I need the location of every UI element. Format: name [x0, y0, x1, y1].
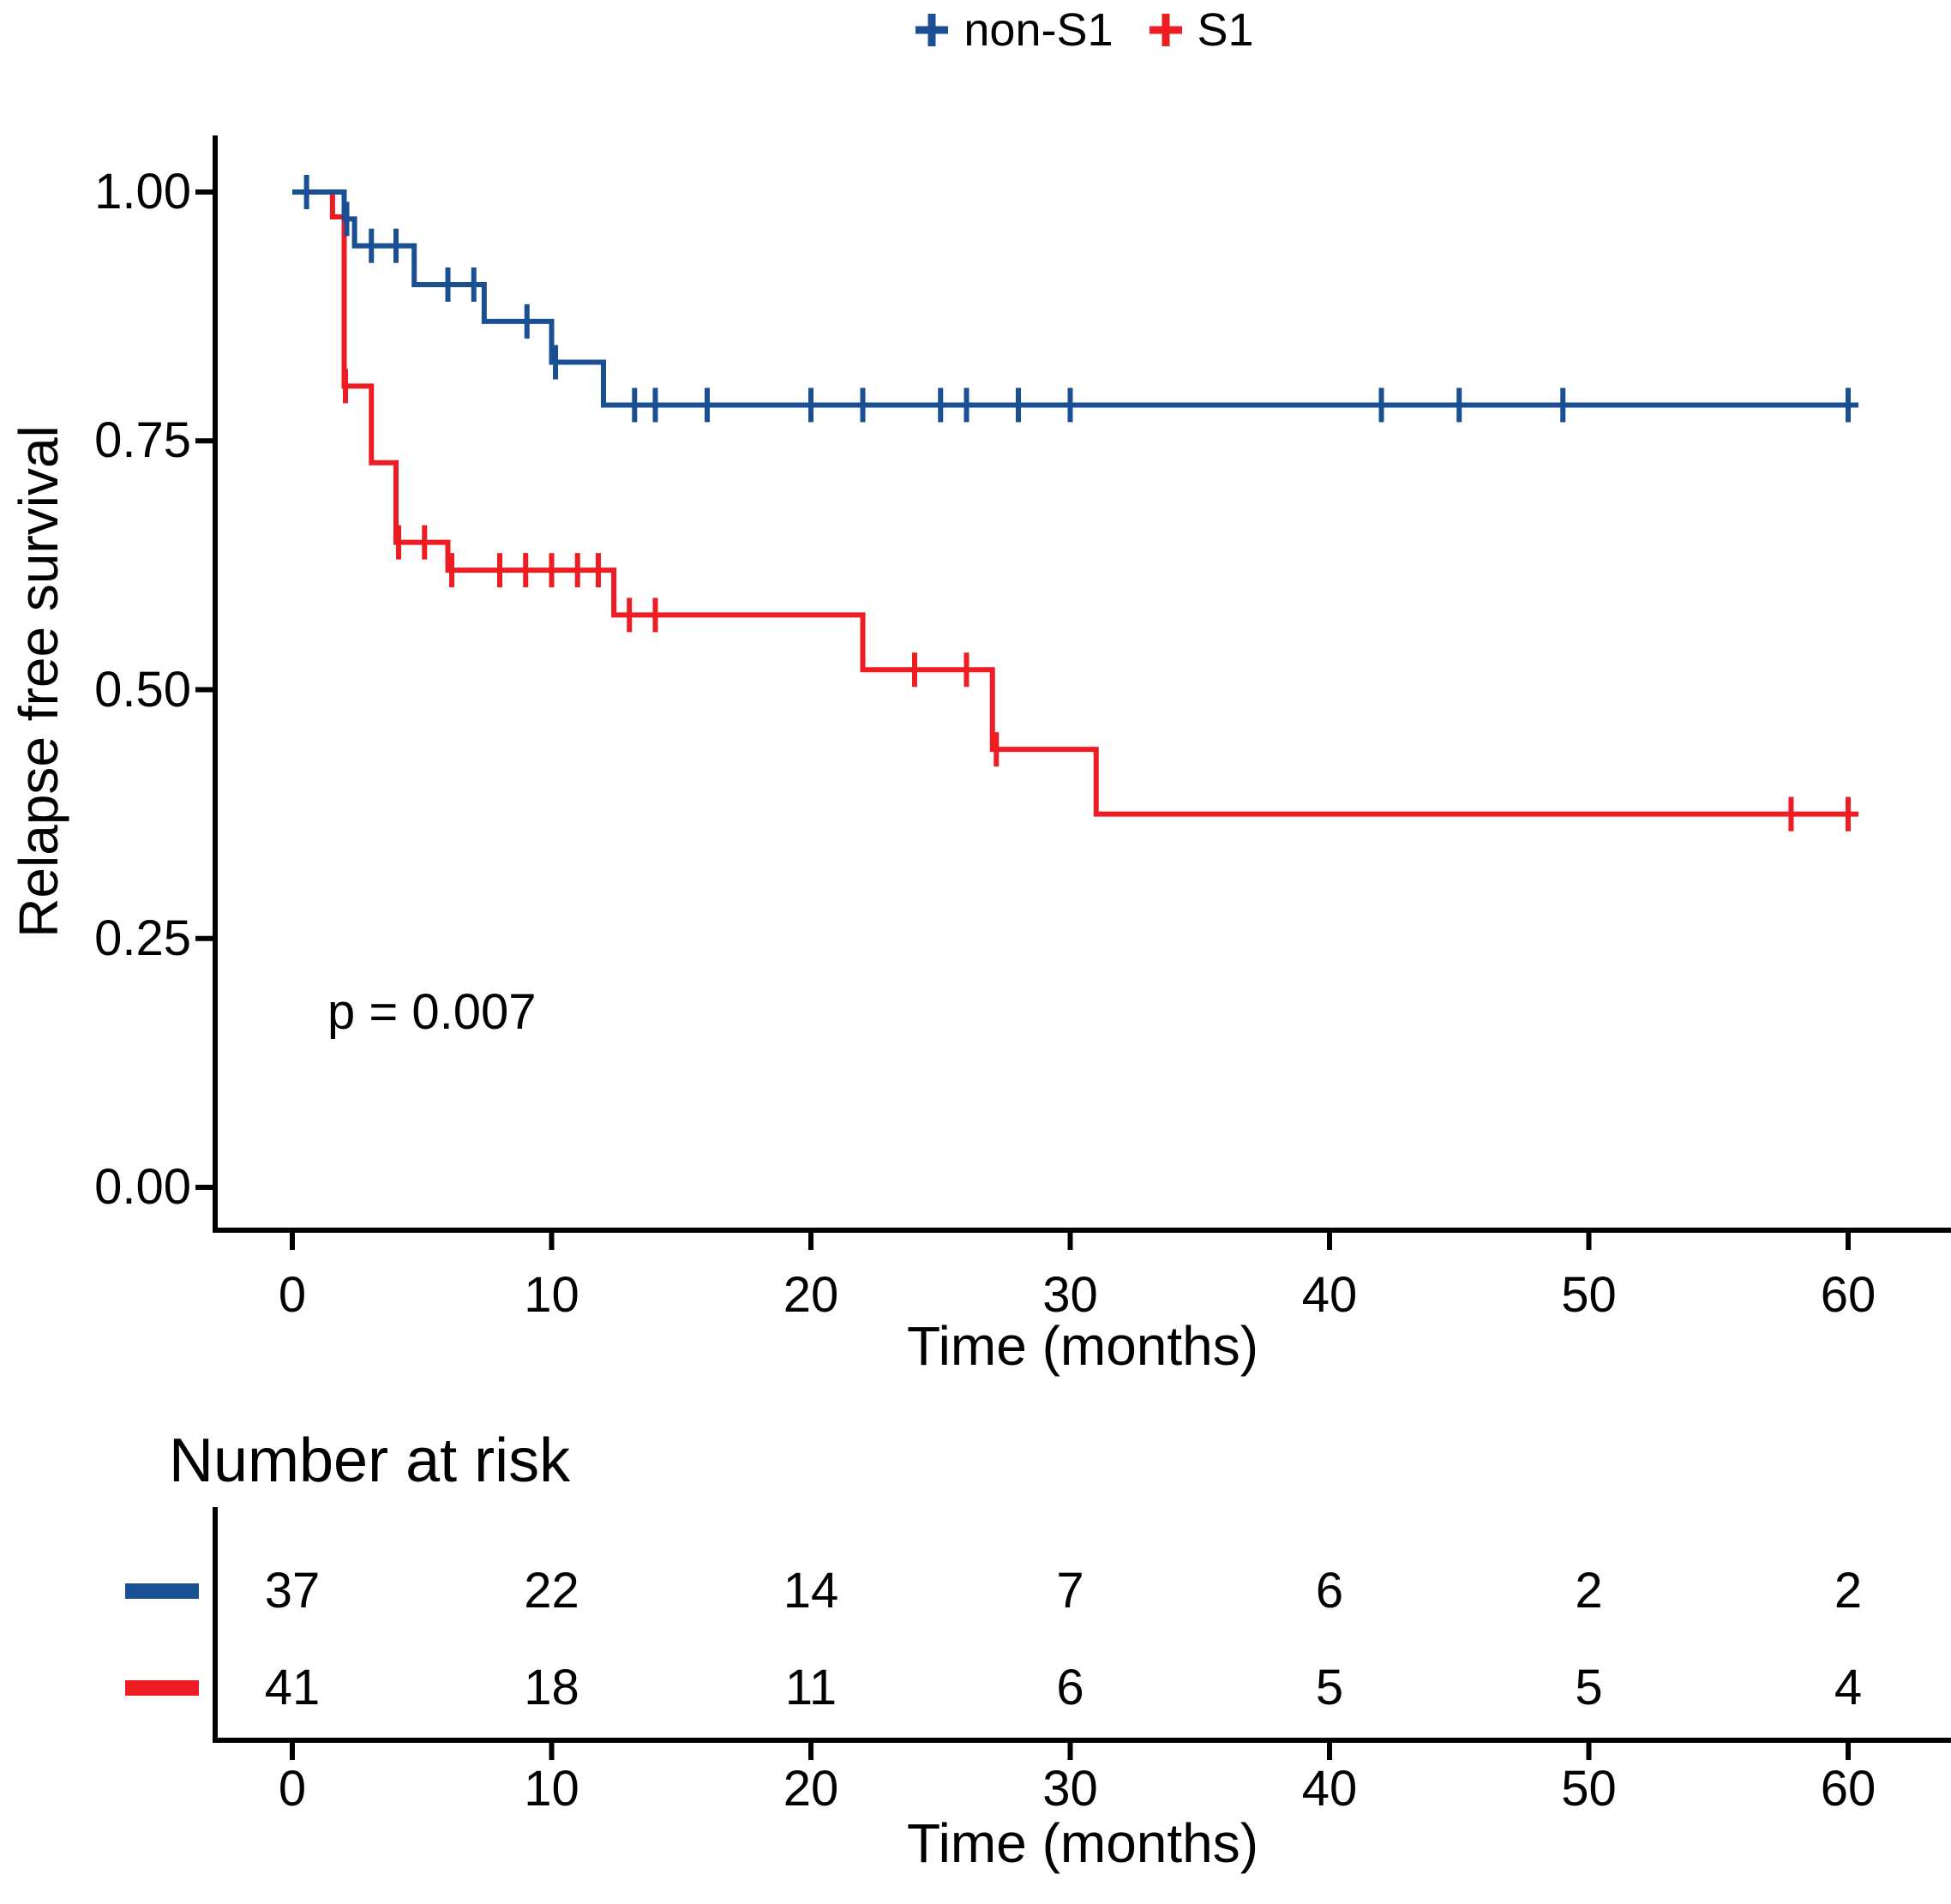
x-tick-label: 30	[1042, 1267, 1098, 1323]
y-tick-label: 0.00	[94, 1159, 191, 1215]
risk-count-non-S1: 37	[264, 1563, 321, 1619]
risk-count-S1: 41	[264, 1660, 321, 1715]
risk-x-tick-label: 60	[1820, 1761, 1876, 1817]
risk-row-key-S1	[125, 1680, 199, 1696]
legend-label-s1: S1	[1197, 4, 1254, 56]
risk-count-non-S1: 2	[1834, 1563, 1863, 1619]
y-tick-label: 0.50	[94, 661, 191, 718]
y-tick-label: 0.25	[94, 910, 191, 966]
risk-count-S1: 11	[784, 1660, 837, 1715]
risk-x-tick-label: 40	[1301, 1761, 1358, 1817]
risk-x-tick-label: 30	[1042, 1761, 1098, 1817]
risk-count-S1: 6	[1056, 1660, 1084, 1715]
risk-x-tick-label: 20	[783, 1761, 839, 1817]
plus-censor-icon	[1149, 14, 1182, 46]
y-tick-label: 1.00	[94, 164, 191, 219]
y-tick-label: 0.75	[94, 412, 191, 469]
risk-count-S1: 4	[1834, 1660, 1863, 1715]
risk-table-x-axis-title: Time (months)	[906, 1812, 1259, 1874]
x-tick-label: 50	[1561, 1267, 1617, 1323]
risk-count-S1: 18	[524, 1660, 579, 1715]
risk-count-S1: 5	[1315, 1660, 1344, 1715]
risk-count-non-S1: 22	[524, 1563, 579, 1619]
risk-x-tick-label: 10	[524, 1761, 579, 1817]
risk-count-non-S1: 6	[1315, 1563, 1344, 1619]
plus-censor-icon	[915, 14, 949, 46]
risk-row-key-non-S1	[125, 1583, 199, 1599]
x-tick-label: 10	[524, 1267, 579, 1323]
legend-item-non-s1: non-S1	[912, 4, 1114, 56]
x-tick-label: 20	[783, 1267, 839, 1323]
risk-x-tick-label: 50	[1561, 1761, 1617, 1817]
risk-count-non-S1: 7	[1056, 1563, 1084, 1619]
x-tick-label: 60	[1820, 1267, 1876, 1323]
risk-count-non-S1: 2	[1575, 1563, 1603, 1619]
risk-count-non-S1: 14	[783, 1563, 839, 1619]
legend-label-non-s1: non-S1	[963, 4, 1114, 56]
legend: non-S1 S1	[215, 7, 1951, 53]
x-tick-label: 40	[1301, 1267, 1358, 1323]
survival-curve-S1	[292, 189, 1859, 817]
survival-curve-non-S1	[292, 189, 1859, 408]
x-tick-label: 0	[278, 1267, 307, 1323]
legend-item-s1: S1	[1146, 7, 1254, 53]
risk-x-tick-label: 0	[278, 1761, 307, 1817]
x-axis-title: Time (months)	[906, 1315, 1259, 1377]
pvalue-annotation: p = 0.007	[327, 984, 537, 1040]
risk-table-title: Number at risk	[169, 1426, 571, 1495]
risk-count-S1: 5	[1575, 1660, 1603, 1715]
